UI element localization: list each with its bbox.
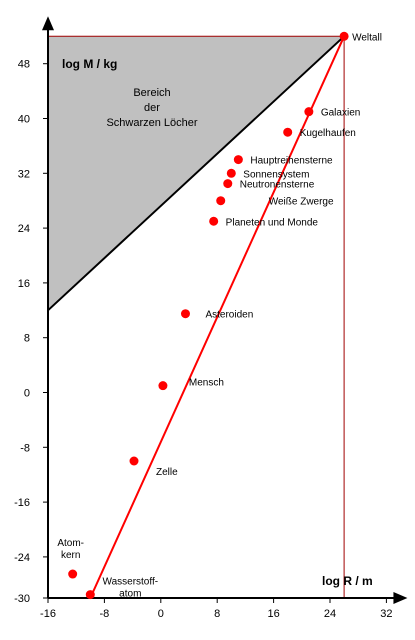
data-point — [129, 456, 139, 466]
x-tick-label: 16 — [267, 608, 279, 620]
region-label-line: Bereich — [133, 87, 170, 99]
data-point — [68, 569, 78, 579]
y-tick-label: 48 — [18, 59, 30, 71]
x-tick-label: -8 — [100, 608, 110, 620]
x-tick-label: -16 — [40, 608, 56, 620]
y-tick-label: 8 — [24, 333, 30, 345]
data-point — [339, 31, 349, 41]
point-label: Zelle — [156, 467, 178, 478]
y-tick-label: 0 — [24, 388, 30, 400]
ticks: -16 -8 0 8 16 24 32 -30 -24 -16 -8 0 8 16 24 32 40 48 — [14, 59, 392, 620]
data-point — [223, 179, 233, 189]
region-label-line: der — [144, 102, 160, 114]
y-tick-label: 40 — [18, 114, 30, 126]
region-label-line: Schwarzen Löcher — [106, 117, 197, 129]
y-tick-label: -24 — [14, 552, 30, 564]
x-axis-title: log R / m — [322, 574, 373, 588]
data-point — [216, 196, 226, 206]
point-label: Kugelhaufen — [300, 128, 356, 139]
data-point — [226, 168, 236, 178]
point-label: Atom-kern — [57, 538, 84, 561]
point-label: Sonnensystem — [243, 169, 309, 180]
point-label: Weiße Zwerge — [269, 197, 334, 208]
y-axis-arrow-icon — [42, 16, 54, 31]
black-hole-boundary — [47, 35, 345, 312]
y-tick-label: -16 — [14, 497, 30, 509]
trend-line — [89, 35, 346, 599]
point-label: Planeten und Monde — [226, 217, 319, 228]
x-tick-label: 24 — [324, 608, 336, 620]
data-point — [283, 127, 293, 137]
point-label: Hauptreihensterne — [250, 156, 333, 167]
data-point — [233, 155, 243, 165]
data-point — [209, 216, 219, 226]
x-tick-label: 32 — [380, 608, 392, 620]
point-label: Neutronensterne — [240, 180, 315, 191]
data-point — [180, 309, 190, 319]
y-tick-label: 24 — [18, 223, 30, 235]
point-label: Wasserstoff-atom — [103, 577, 159, 600]
region-label: Bereich der Schwarzen Löcher — [106, 87, 197, 129]
point-label: Asteroiden — [205, 310, 253, 321]
y-tick-label: -8 — [20, 442, 30, 454]
x-axis-arrow-icon — [393, 592, 408, 604]
y-tick-label: 16 — [18, 278, 30, 290]
point-label: Galaxien — [321, 108, 360, 119]
point-label: Weltall — [352, 32, 382, 43]
data-point — [85, 590, 95, 600]
data-point — [158, 381, 168, 391]
y-tick-label: -30 — [14, 593, 30, 605]
y-tick-label: 32 — [18, 168, 30, 180]
x-tick-label: 8 — [214, 608, 220, 620]
data-points: Weltall Galaxien Kugelhaufen Hauptreihenste… — [57, 31, 382, 600]
point-label: Mensch — [189, 378, 224, 389]
y-axis-title: log M / kg — [62, 57, 117, 71]
data-point — [304, 107, 314, 117]
x-tick-label: 0 — [158, 608, 164, 620]
